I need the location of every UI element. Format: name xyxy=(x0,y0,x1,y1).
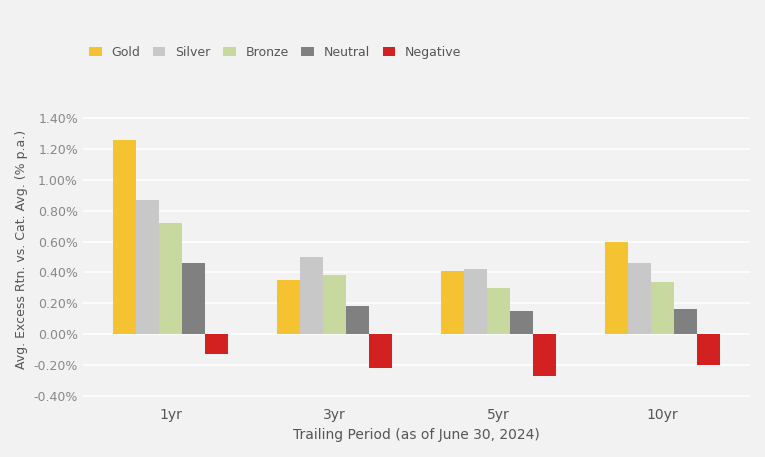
Bar xyxy=(136,200,159,334)
Bar xyxy=(651,282,674,334)
Bar xyxy=(277,280,300,334)
Bar xyxy=(697,334,720,365)
Bar xyxy=(182,263,205,334)
Bar xyxy=(346,306,369,334)
Bar xyxy=(113,140,136,334)
Bar xyxy=(205,334,228,354)
Legend: Gold, Silver, Bronze, Neutral, Negative: Gold, Silver, Bronze, Neutral, Negative xyxy=(89,46,461,58)
Bar xyxy=(300,257,323,334)
Bar xyxy=(323,276,346,334)
X-axis label: Trailing Period (as of June 30, 2024): Trailing Period (as of June 30, 2024) xyxy=(293,428,540,442)
Bar xyxy=(509,311,532,334)
Bar xyxy=(532,334,555,376)
Bar xyxy=(487,288,509,334)
Y-axis label: Avg. Excess Rtn. vs. Cat. Avg. (% p.a.): Avg. Excess Rtn. vs. Cat. Avg. (% p.a.) xyxy=(15,130,28,369)
Bar xyxy=(628,263,651,334)
Bar xyxy=(605,242,628,334)
Bar xyxy=(369,334,392,368)
Bar xyxy=(441,271,464,334)
Bar xyxy=(159,223,182,334)
Bar xyxy=(674,309,697,334)
Bar xyxy=(464,269,487,334)
